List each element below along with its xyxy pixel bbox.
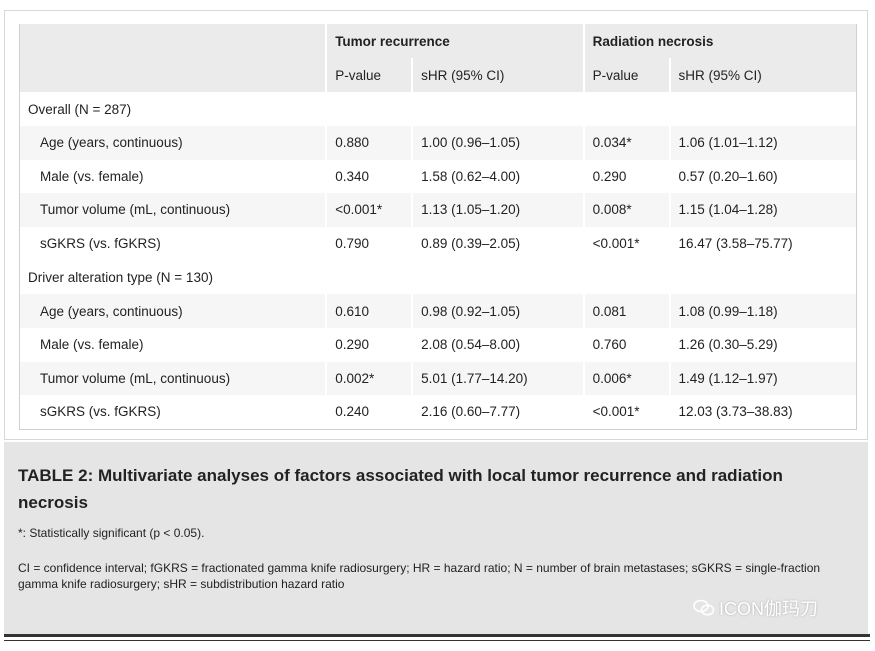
group-header-row: Tumor recurrence Radiation necrosis [20,24,856,92]
tr-pvalue-cell: 0.290 [325,327,412,362]
rn-pvalue-cell: 0.034* [582,126,669,160]
rn-shr-cell: 0.57 (0.20–1.60) [668,159,856,194]
results-table: Tumor recurrence Radiation necrosis P-va… [20,24,856,429]
rn-shr-cell: 12.03 (3.73–38.83) [668,395,856,429]
caption-abbreviations: CI = confidence interval; fGKRS = fracti… [18,561,821,591]
tr-pvalue-cell: 0.610 [325,294,412,328]
table-row: Male (vs. female) 0.340 1.58 (0.62–4.00) 0.… [20,159,856,194]
table-row: sGKRS (vs. fGKRS) 0.790 0.89 (0.39–2.05) <0… [20,226,856,261]
tr-pvalue-cell: 0.880 [325,126,412,160]
rn-shr-header: sHR (95% CI) [668,58,856,92]
factor-cell: Age (years, continuous) [20,294,326,328]
rn-shr-cell: 1.49 (1.12–1.97) [668,361,856,396]
tr-pvalue-header: P-value [325,58,412,92]
rn-pvalue-cell: <0.001* [582,226,669,261]
table-row: Tumor volume (mL, continuous) <0.001* 1.13… [20,193,856,227]
tr-shr-cell: 0.98 (0.92–1.05) [411,294,583,328]
tr-pvalue-cell: 0.790 [325,226,412,261]
tr-shr-cell: 1.58 (0.62–4.00) [411,159,583,194]
tr-shr-cell: 1.13 (1.05–1.20) [411,193,583,227]
rn-shr-cell: 16.47 (3.58–75.77) [668,226,856,261]
rn-pvalue-cell: 0.081 [582,294,669,328]
table-row: Tumor volume (mL, continuous) 0.002* 5.01 … [20,361,856,396]
tumor-recurrence-header: Tumor recurrence [325,24,583,58]
rn-pvalue-cell: 0.760 [582,327,669,362]
table-row: Male (vs. female) 0.290 2.08 (0.54–8.00) 0.… [20,327,856,362]
bottom-rule-thin [4,640,870,641]
group-label: Overall (N = 287) [20,92,856,126]
factor-cell: sGKRS (vs. fGKRS) [20,395,326,429]
table-caption: TABLE 2: Multivariate analyses of factor… [4,442,868,636]
rn-shr-cell: 1.26 (0.30–5.29) [668,327,856,362]
table-row: sGKRS (vs. fGKRS) 0.240 2.16 (0.60–7.77) <0… [20,395,856,429]
radiation-necrosis-header: Radiation necrosis [582,24,856,58]
rn-pvalue-cell: <0.001* [582,395,669,429]
watermark: ICON伽玛刀 [693,595,818,622]
rn-pvalue-cell: 0.008* [582,193,669,227]
caption-significance-note: *: Statistically significant (p < 0.05). [18,526,205,540]
tr-shr-cell: 2.08 (0.54–8.00) [411,327,583,362]
tr-pvalue-cell: 0.340 [325,159,412,194]
tr-shr-cell: 1.00 (0.96–1.05) [411,126,583,160]
rn-shr-cell: 1.06 (1.01–1.12) [668,126,856,160]
table-row: Age (years, continuous) 0.880 1.00 (0.96–1… [20,126,856,160]
tr-shr-header: sHR (95% CI) [411,58,583,92]
rn-shr-cell: 1.08 (0.99–1.18) [668,294,856,328]
tr-pvalue-cell: 0.240 [325,395,412,429]
rn-pvalue-cell: 0.290 [582,159,669,194]
factor-cell: Male (vs. female) [20,159,326,194]
tr-shr-cell: 5.01 (1.77–14.20) [411,361,583,396]
factor-cell: Tumor volume (mL, continuous) [20,193,326,227]
sub-header-row: P-value sHR (95% CI) P-value sHR (95% CI… [20,58,856,92]
group-row: Overall (N = 287) [20,92,856,126]
wechat-icon [693,599,715,622]
table-frame: Tumor recurrence Radiation necrosis P-va… [4,10,868,440]
tr-pvalue-cell: 0.002* [325,361,412,396]
tr-shr-cell: 0.89 (0.39–2.05) [411,226,583,261]
table-row: Age (years, continuous) 0.610 0.98 (0.92–1… [20,294,856,328]
bottom-rule-thick [4,634,870,637]
factor-cell: sGKRS (vs. fGKRS) [20,226,326,261]
tr-pvalue-cell: <0.001* [325,193,412,227]
watermark-text: ICON伽玛刀 [719,599,818,619]
rn-shr-cell: 1.15 (1.04–1.28) [668,193,856,227]
rn-pvalue-cell: 0.006* [582,361,669,396]
factor-cell: Tumor volume (mL, continuous) [20,361,326,396]
tr-shr-cell: 2.16 (0.60–7.77) [411,395,583,429]
rn-pvalue-header: P-value [582,58,669,92]
group-label: Driver alteration type (N = 130) [20,260,856,295]
group-row: Driver alteration type (N = 130) [20,260,856,295]
factor-cell: Male (vs. female) [20,327,326,362]
header-empty-cell [20,24,326,92]
table-container: Tumor recurrence Radiation necrosis P-va… [19,24,857,430]
caption-title: TABLE 2: Multivariate analyses of factor… [18,466,783,512]
factor-cell: Age (years, continuous) [20,126,326,160]
